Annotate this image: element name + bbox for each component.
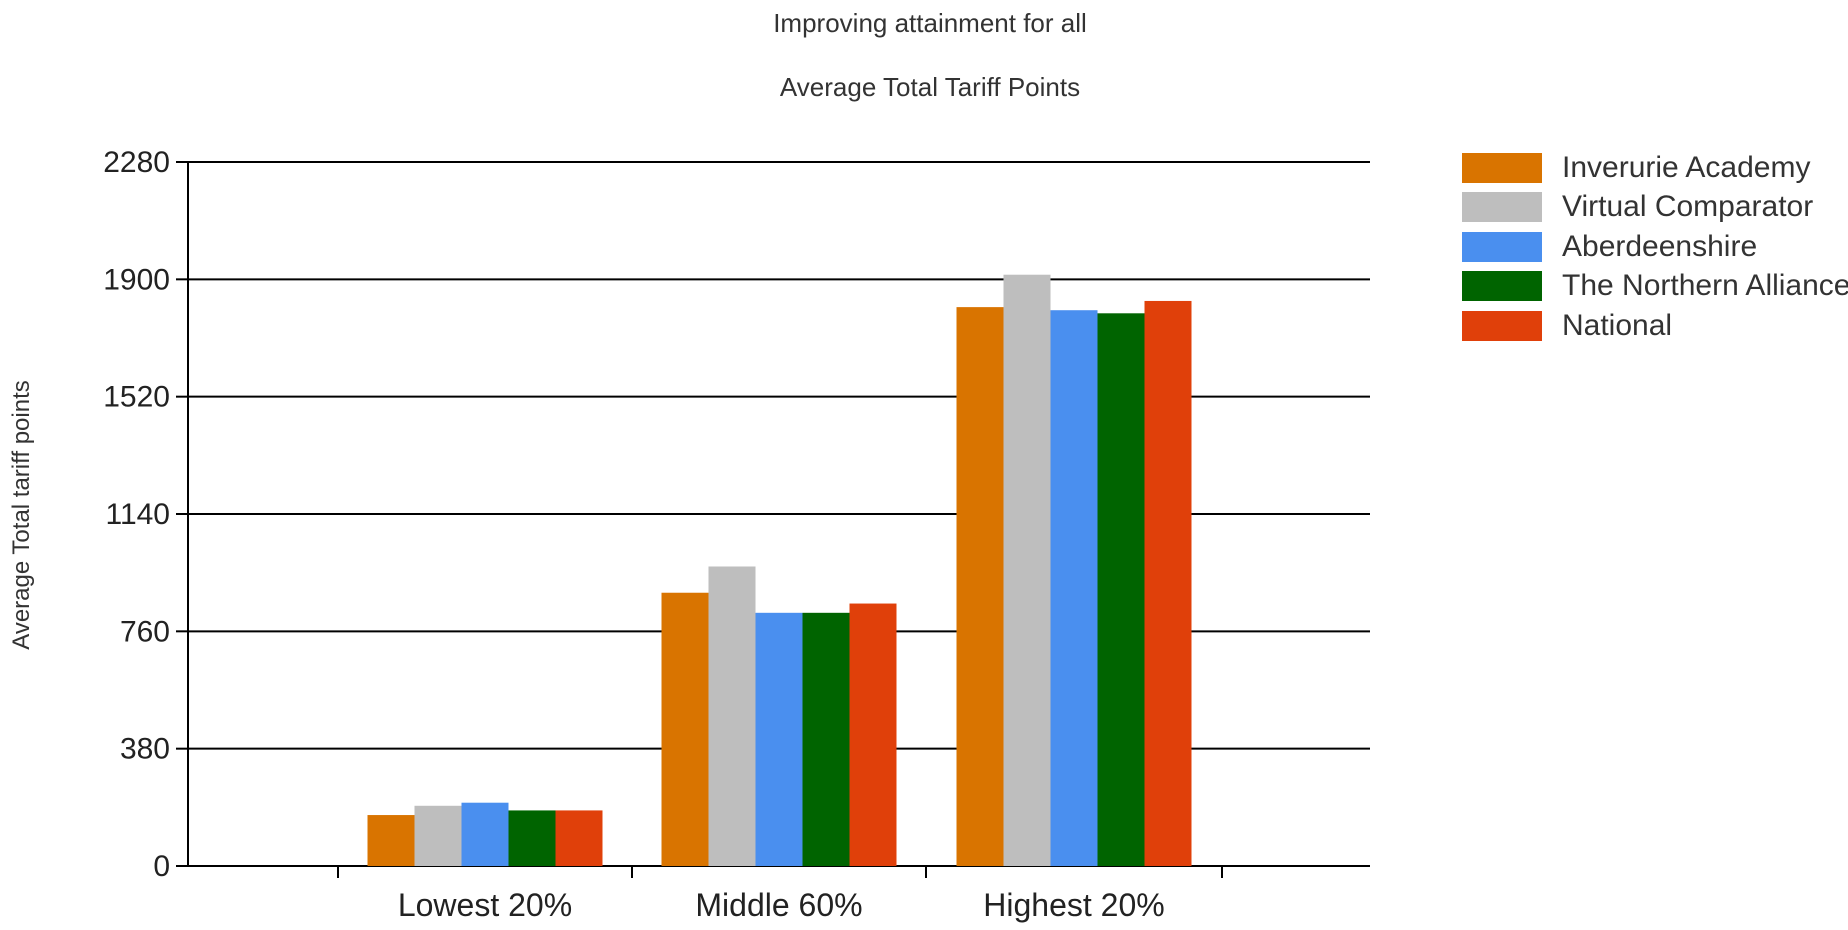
chart-subtitle: Average Total Tariff Points xyxy=(779,72,1081,102)
bar xyxy=(802,612,850,866)
bar xyxy=(1144,300,1192,866)
bar xyxy=(508,810,556,866)
bar xyxy=(414,805,462,866)
legend-item: The Northern Alliance xyxy=(1462,267,1848,307)
bar xyxy=(555,810,603,866)
legend-label: Aberdeenshire xyxy=(1562,229,1758,263)
legend-label: National xyxy=(1562,308,1673,342)
y-tick-label: 2280 xyxy=(103,146,170,179)
legend-swatch xyxy=(1462,192,1542,223)
bar xyxy=(1050,310,1098,866)
y-tick-label: 760 xyxy=(120,615,170,648)
legend-label: The Northern Alliance xyxy=(1562,269,1848,303)
x-tick-label: Highest 20% xyxy=(983,887,1164,923)
bar xyxy=(1097,313,1145,867)
legend-label: Inverurie Academy xyxy=(1562,150,1811,184)
legend-swatch xyxy=(1462,152,1542,183)
legend: Inverurie Academy Virtual Comparator Aberd… xyxy=(1462,148,1848,346)
legend-item: National xyxy=(1462,306,1848,346)
bar xyxy=(367,815,415,866)
bar xyxy=(708,566,756,866)
bar xyxy=(661,592,709,866)
x-tick-label: Middle 60% xyxy=(695,887,862,923)
y-tick-label: 1140 xyxy=(105,498,170,531)
legend-label: Virtual Comparator xyxy=(1562,190,1814,224)
bar xyxy=(956,307,1004,866)
legend-item: Inverurie Academy xyxy=(1462,148,1848,188)
legend-item: Aberdeenshire xyxy=(1462,227,1848,267)
y-tick-label: 1520 xyxy=(103,381,170,414)
y-tick-label: 380 xyxy=(120,733,170,766)
legend-swatch xyxy=(1462,231,1542,262)
y-tick-label: 1900 xyxy=(103,263,170,296)
legend-swatch xyxy=(1462,271,1542,302)
y-tick-label: 0 xyxy=(153,850,170,883)
bar xyxy=(461,802,509,866)
chart-title: Improving attainment for all xyxy=(773,8,1087,38)
bar xyxy=(1003,274,1051,866)
legend-item: Virtual Comparator xyxy=(1462,188,1848,228)
legend-swatch xyxy=(1462,310,1542,341)
bar xyxy=(849,603,897,866)
x-tick-label: Lowest 20% xyxy=(398,887,572,923)
bar xyxy=(755,612,803,866)
